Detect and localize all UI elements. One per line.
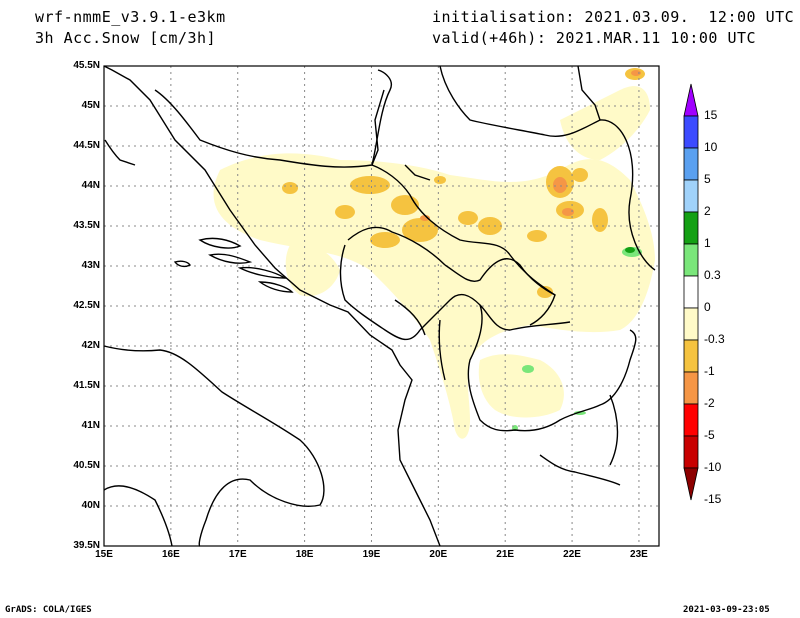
colorbar-swatch bbox=[683, 211, 699, 245]
colorbar-level-label: 10 bbox=[704, 140, 718, 154]
colorbar-level-label: 15 bbox=[704, 108, 718, 122]
colorbar-level-label: -1 bbox=[704, 364, 715, 378]
colorbar-level-label: 2 bbox=[704, 204, 711, 218]
colorbar-level-label: 0.3 bbox=[704, 268, 721, 282]
colorbar-swatch bbox=[683, 435, 699, 469]
colorbar-level-label: -10 bbox=[704, 460, 722, 474]
colorbar-level-label: -5 bbox=[704, 428, 715, 442]
colorbar-swatch bbox=[683, 179, 699, 213]
init-time: initialisation: 2021.03.09. 12:00 UTC bbox=[432, 8, 795, 26]
colorbar-level-label: -2 bbox=[704, 396, 715, 410]
footer-right: 2021-03-09-23:05 bbox=[683, 605, 770, 615]
colorbar bbox=[683, 83, 699, 501]
lat-tick-label: 43.5N bbox=[73, 220, 100, 231]
model-title: wrf-nmmE_v3.9.1-e3km bbox=[35, 8, 226, 26]
lat-tick-label: 44N bbox=[81, 180, 100, 191]
lat-tick-label: 40N bbox=[81, 500, 100, 511]
lat-tick-label: 41.5N bbox=[73, 380, 100, 391]
colorbar-level-label: 1 bbox=[704, 236, 711, 250]
lat-tick-label: 40.5N bbox=[73, 460, 100, 471]
plot-frame bbox=[103, 65, 660, 547]
colorbar-swatch bbox=[683, 243, 699, 277]
colorbar-swatch bbox=[683, 307, 699, 341]
lon-tick-label: 16E bbox=[161, 549, 180, 560]
graticule bbox=[104, 66, 659, 546]
snow-darker-areas bbox=[420, 70, 641, 221]
lon-tick-label: 18E bbox=[295, 549, 314, 560]
lat-tick-label: 44.5N bbox=[73, 140, 100, 151]
colorbar-swatch bbox=[683, 371, 699, 405]
lon-tick-label: 20E bbox=[429, 549, 448, 560]
lon-tick-label: 19E bbox=[362, 549, 381, 560]
snow-orange-areas bbox=[282, 68, 645, 298]
valid-time: valid(+46h): 2021.MAR.11 10:00 UTC bbox=[432, 29, 757, 47]
lon-tick-label: 23E bbox=[630, 549, 648, 560]
footer-left: GrADS: COLA/IGES bbox=[5, 605, 92, 615]
lat-tick-label: 39.5N bbox=[73, 540, 100, 551]
colorbar-swatch bbox=[683, 147, 699, 181]
lat-tick-label: 42.5N bbox=[73, 300, 100, 311]
colorbar-swatch bbox=[683, 403, 699, 437]
colorbar-bottom-arrow bbox=[683, 467, 699, 501]
colorbar-swatch bbox=[683, 339, 699, 373]
lon-tick-label: 21E bbox=[496, 549, 515, 560]
colorbar-level-label: 0 bbox=[704, 300, 711, 314]
colorbar-top-arrow bbox=[683, 83, 699, 117]
lat-tick-label: 45N bbox=[81, 100, 100, 111]
lon-tick-label: 17E bbox=[228, 549, 247, 560]
colorbar-level-label: -15 bbox=[704, 492, 722, 506]
lat-tick-label: 45.5N bbox=[73, 60, 100, 71]
lat-tick-label: 41N bbox=[81, 420, 100, 431]
colorbar-swatch bbox=[683, 115, 699, 149]
colorbar-level-label: -0.3 bbox=[704, 332, 725, 346]
field-title: 3h Acc.Snow [cm/3h] bbox=[35, 29, 217, 47]
lon-tick-label: 22E bbox=[563, 549, 581, 560]
snow-pale-areas bbox=[213, 86, 655, 439]
colorbar-level-label: 5 bbox=[704, 172, 711, 186]
lat-tick-label: 42N bbox=[81, 340, 100, 351]
colorbar-swatch bbox=[683, 275, 699, 309]
coastlines-borders bbox=[103, 65, 656, 547]
lat-tick-label: 43N bbox=[81, 260, 100, 271]
lon-tick-label: 15E bbox=[95, 549, 113, 560]
